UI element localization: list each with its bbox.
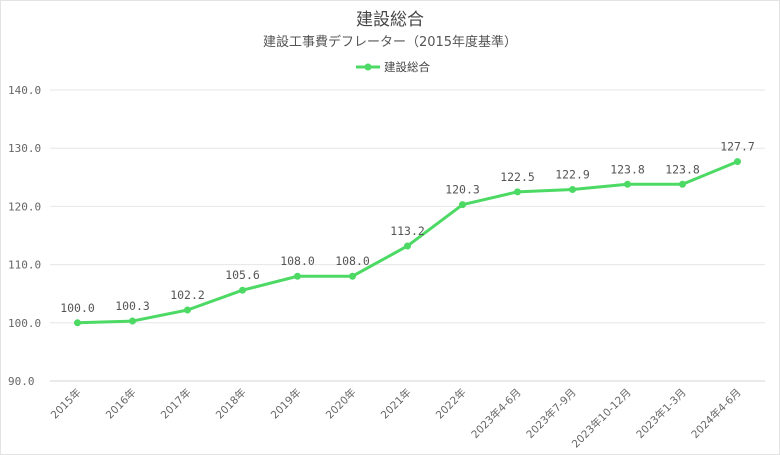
data-point — [459, 201, 466, 209]
x-tick-label: 2016年 — [103, 386, 139, 422]
data-point — [624, 180, 631, 188]
data-label: 113.2 — [390, 224, 425, 238]
data-label: 105.6 — [225, 268, 260, 282]
x-tick-label: 2015年 — [48, 386, 84, 422]
chart-title: 建設総合 — [356, 10, 424, 30]
data-point — [349, 272, 356, 280]
data-point — [734, 158, 741, 166]
data-label: 120.3 — [445, 183, 480, 197]
chart-subtitle: 建設工事費デフレーター（2015年度基準） — [263, 34, 517, 50]
data-point — [404, 242, 411, 250]
data-label: 108.0 — [280, 254, 315, 268]
x-tick-label: 2017年 — [158, 386, 194, 422]
y-tick-label: 130.0 — [8, 142, 41, 155]
x-tick-label: 2023年7-9月 — [524, 386, 579, 441]
x-tick-label: 2023年10-12月 — [569, 386, 634, 451]
data-point — [514, 188, 521, 196]
data-point — [294, 272, 301, 280]
y-tick-label: 100.0 — [8, 317, 41, 330]
y-tick-label: 120.0 — [8, 200, 41, 213]
data-label: 123.8 — [665, 162, 700, 176]
x-tick-label: 2023年1-3月 — [634, 386, 689, 441]
data-label: 122.5 — [500, 170, 535, 184]
data-point — [679, 180, 686, 188]
data-label: 100.3 — [115, 299, 150, 313]
data-label: 102.2 — [170, 288, 205, 302]
y-tick-label: 90.0 — [8, 375, 35, 388]
x-tick-label: 2019年 — [268, 386, 304, 422]
data-point — [184, 306, 191, 314]
legend-marker-icon — [364, 63, 372, 71]
data-label: 108.0 — [335, 254, 370, 268]
x-tick-label: 2022年 — [433, 386, 469, 422]
legend-label: 建設総合 — [384, 60, 430, 74]
x-tick-label: 2023年4-6月 — [469, 386, 524, 441]
data-point — [74, 319, 81, 327]
data-label: 123.8 — [610, 162, 645, 176]
x-tick-label: 2021年 — [378, 386, 414, 422]
x-tick-label: 2024年4-6月 — [689, 386, 744, 441]
y-tick-label: 110.0 — [8, 259, 41, 272]
x-tick-label: 2020年 — [323, 386, 359, 422]
legend[interactable]: 建設総合 — [356, 60, 430, 74]
x-tick-label: 2018年 — [213, 386, 249, 422]
data-label: 100.0 — [60, 301, 95, 315]
data-label: 122.9 — [555, 168, 590, 182]
y-tick-label: 140.0 — [8, 84, 41, 97]
data-label: 127.7 — [720, 140, 755, 154]
data-point — [569, 186, 576, 194]
data-point — [129, 317, 136, 325]
data-point — [239, 286, 246, 294]
